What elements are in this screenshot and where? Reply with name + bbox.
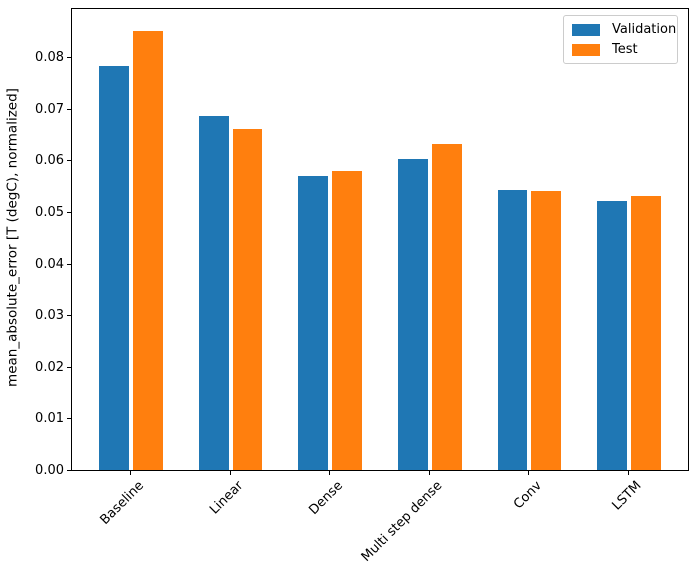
bar-validation bbox=[497, 189, 528, 471]
y-tick-label: 0.01 bbox=[35, 411, 64, 426]
x-tick-label: Baseline bbox=[97, 478, 147, 528]
y-tick-mark bbox=[67, 264, 71, 265]
y-tick-label: 0.07 bbox=[35, 102, 64, 117]
x-tick-mark bbox=[528, 471, 529, 475]
x-tick-mark bbox=[130, 471, 131, 475]
legend-swatch-test bbox=[572, 43, 600, 56]
legend-swatch-validation bbox=[572, 23, 600, 36]
bar-validation bbox=[198, 116, 229, 471]
x-tick-mark bbox=[429, 471, 430, 475]
legend-label: Validation bbox=[612, 22, 677, 37]
plot-area bbox=[71, 8, 689, 471]
y-tick-mark bbox=[67, 57, 71, 58]
y-tick-mark bbox=[67, 109, 71, 110]
bar-test bbox=[531, 191, 562, 471]
legend-item: Test bbox=[572, 42, 669, 57]
y-tick-label: 0.03 bbox=[35, 308, 64, 323]
bar-validation bbox=[597, 200, 628, 471]
y-tick-mark bbox=[67, 367, 71, 368]
bar-validation bbox=[99, 65, 129, 471]
y-tick-label: 0.06 bbox=[35, 153, 64, 168]
legend-item: Validation bbox=[572, 22, 676, 37]
y-tick-mark bbox=[67, 315, 71, 316]
bar-test bbox=[332, 170, 363, 471]
bar-test bbox=[133, 31, 163, 471]
x-tick-label: Linear bbox=[207, 478, 247, 518]
y-tick-label: 0.08 bbox=[35, 50, 64, 65]
y-tick-mark bbox=[67, 212, 71, 213]
bar-test bbox=[631, 195, 661, 471]
x-tick-label: Conv bbox=[511, 478, 546, 513]
y-axis-label: mean_absolute_error [T (degC), normalize… bbox=[4, 88, 21, 387]
y-tick-mark bbox=[67, 160, 71, 161]
x-tick-mark bbox=[329, 471, 330, 475]
x-tick-mark bbox=[230, 471, 231, 475]
bar-test bbox=[232, 129, 263, 471]
y-tick-mark bbox=[67, 470, 71, 471]
x-tick-label: Multi step dense bbox=[359, 478, 446, 565]
bar-validation bbox=[298, 175, 329, 471]
x-tick-label: Dense bbox=[306, 478, 347, 518]
y-tick-mark bbox=[67, 418, 71, 419]
legend: Validation Test bbox=[563, 15, 678, 64]
y-tick-label: 0.05 bbox=[35, 205, 64, 220]
x-tick-label: LSTM bbox=[609, 478, 645, 514]
bar-validation bbox=[397, 158, 428, 471]
bar-test bbox=[431, 144, 462, 471]
y-tick-label: 0.00 bbox=[35, 463, 64, 478]
legend-label: Test bbox=[612, 42, 638, 57]
x-tick-mark bbox=[628, 471, 629, 475]
y-tick-label: 0.04 bbox=[35, 257, 64, 272]
y-tick-label: 0.02 bbox=[35, 360, 64, 375]
